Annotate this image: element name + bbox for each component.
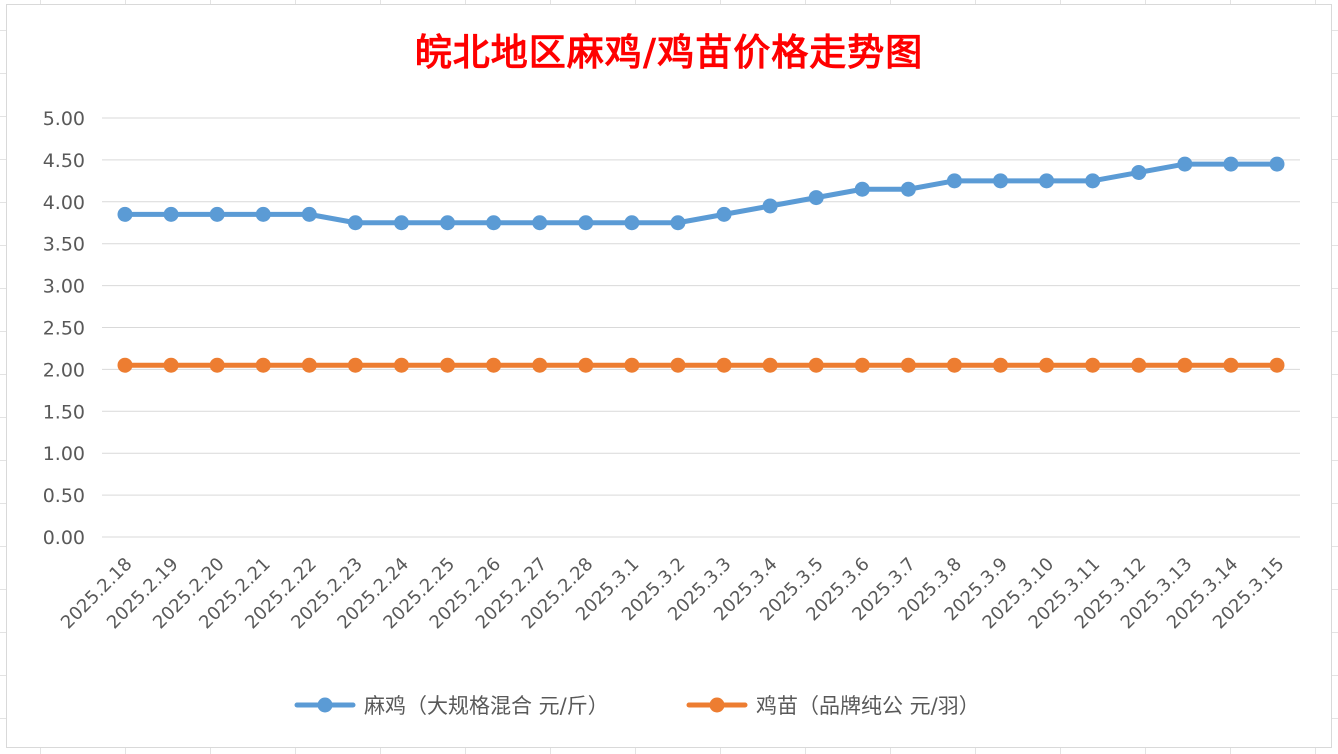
series-1-point — [117, 206, 133, 222]
series-2-point — [716, 357, 732, 373]
series-1-point — [1085, 173, 1101, 189]
series-1-point — [624, 215, 640, 231]
series-2-point — [209, 357, 225, 373]
series-2-point — [993, 357, 1009, 373]
series-2-point — [532, 357, 548, 373]
series-1-point — [578, 215, 594, 231]
legend-marker-2 — [709, 697, 725, 713]
series-2-point — [900, 357, 916, 373]
legend-label-1: 麻鸡（大规格混合 元/斤） — [364, 694, 609, 718]
series-2-point — [486, 357, 502, 373]
series-2-point — [854, 357, 870, 373]
series-2-point — [578, 357, 594, 373]
series-1-point — [532, 215, 548, 231]
series-1-point — [393, 215, 409, 231]
series-2-point — [1039, 357, 1055, 373]
series-1-point — [1131, 164, 1147, 180]
series-1-point — [440, 215, 456, 231]
y-gridlines — [102, 117, 1300, 538]
series-2-point — [1085, 357, 1101, 373]
series-2-point — [440, 357, 456, 373]
series-1-point — [255, 206, 271, 222]
legend-label-2: 鸡苗（品牌纯公 元/羽） — [756, 694, 980, 718]
series-2-point — [946, 357, 962, 373]
series-1-point — [854, 181, 870, 197]
series-1-point — [716, 206, 732, 222]
series-1-point — [900, 181, 916, 197]
series-1-point — [670, 215, 686, 231]
series-2-point — [301, 357, 317, 373]
series-2-point — [347, 357, 363, 373]
series-2-point — [393, 357, 409, 373]
series-1-point — [993, 173, 1009, 189]
y-tick-label: 2.50 — [43, 318, 85, 340]
y-tick-label: 5.00 — [43, 108, 85, 130]
x-axis-tick-labels: 2025.2.182025.2.192025.2.202025.2.212025… — [57, 554, 1289, 634]
series-2-point — [808, 357, 824, 373]
legend: 麻鸡（大规格混合 元/斤） 鸡苗（品牌纯公 元/羽） — [294, 694, 980, 718]
series-2-point — [624, 357, 640, 373]
series-2-point — [255, 357, 271, 373]
series-1-point — [163, 206, 179, 222]
series-line-1 — [122, 161, 1280, 226]
y-tick-label: 1.00 — [43, 443, 85, 465]
y-tick-label: 0.50 — [43, 485, 85, 507]
series-2-point — [163, 357, 179, 373]
series-1-point — [1177, 156, 1193, 172]
y-tick-label: 0.00 — [43, 527, 85, 549]
series-1-point — [301, 206, 317, 222]
series-1-point — [1039, 173, 1055, 189]
series-1-point — [347, 215, 363, 231]
series-1-point — [209, 206, 225, 222]
series-1-point — [1269, 156, 1285, 172]
chart-title: 皖北地区麻鸡/鸡苗价格走势图 — [414, 30, 924, 74]
y-tick-label: 4.00 — [43, 192, 85, 214]
series-2-point — [1131, 357, 1147, 373]
series-2-point — [1223, 357, 1239, 373]
legend-marker-1 — [317, 697, 333, 713]
series-2-point — [1269, 357, 1285, 373]
y-tick-label: 2.00 — [43, 359, 85, 381]
y-tick-label: 4.50 — [43, 150, 85, 172]
y-tick-label: 3.00 — [43, 276, 85, 298]
series-2-point — [117, 357, 133, 373]
series-1-point — [1223, 156, 1239, 172]
series-1-point — [762, 198, 778, 214]
series-2-point — [1177, 357, 1193, 373]
y-tick-label: 1.50 — [43, 401, 85, 423]
series-layer — [117, 156, 1285, 373]
series-1-point — [808, 190, 824, 206]
series-1-point — [946, 173, 962, 189]
chart-area[interactable] — [6, 4, 1332, 748]
series-2-point — [670, 357, 686, 373]
y-tick-label: 3.50 — [43, 234, 85, 256]
y-axis-tick-labels: 0.00 0.50 1.00 1.50 2.00 2.50 3.00 3.50 4.00 4.50… — [43, 108, 85, 549]
series-1-point — [486, 215, 502, 231]
series-2-point — [762, 357, 778, 373]
